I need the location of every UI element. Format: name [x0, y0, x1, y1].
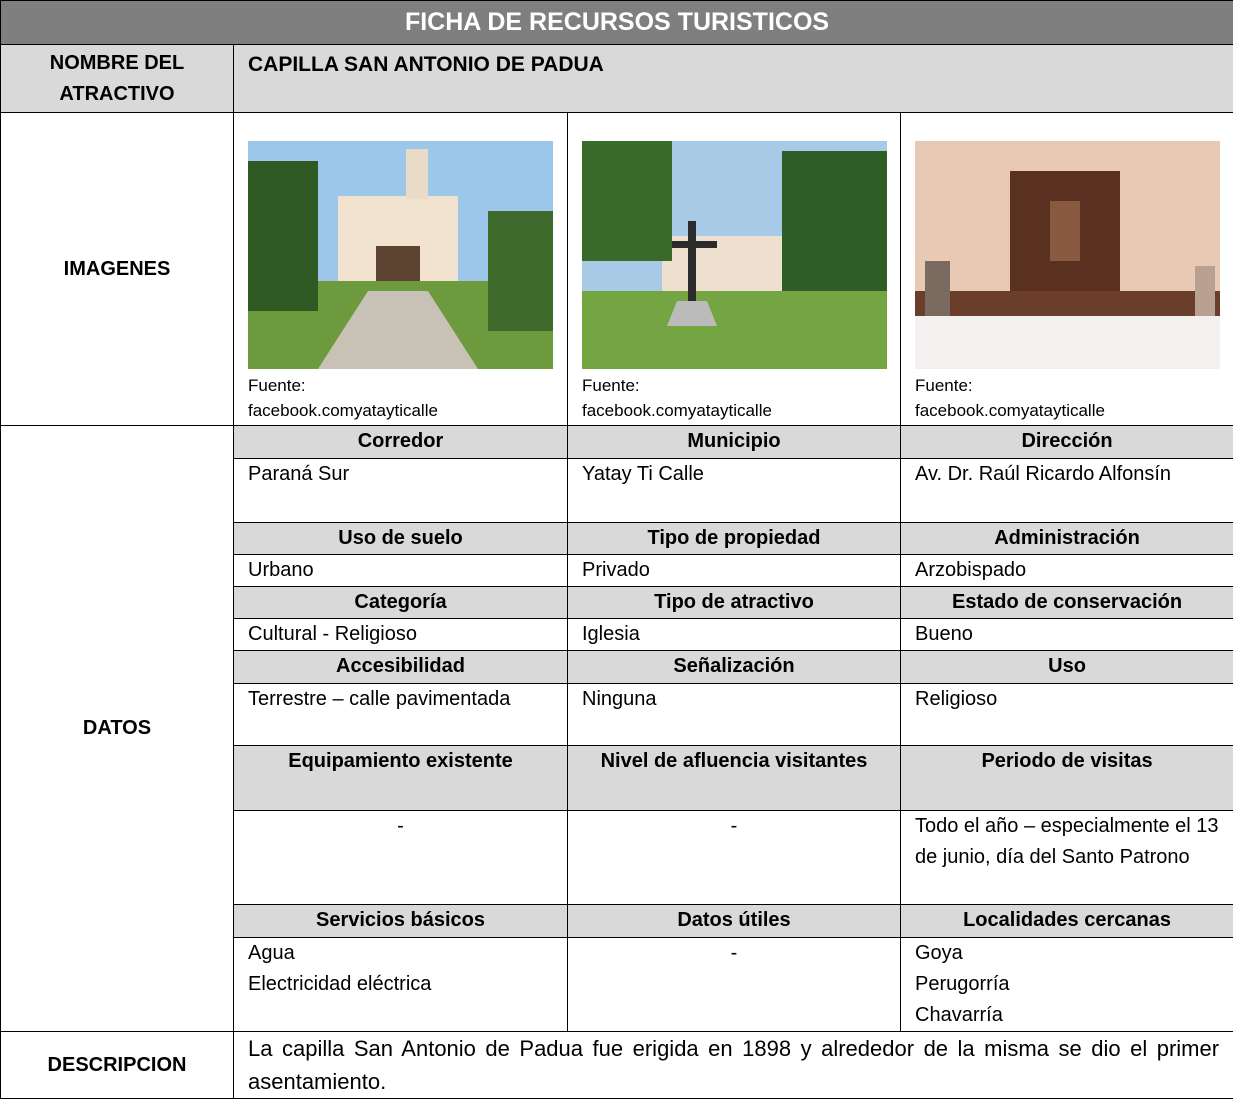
field-value: Yatay Ti Calle	[568, 459, 901, 523]
datos-label: DATOS	[1, 426, 234, 1032]
photo	[248, 141, 553, 369]
field-header: Corredor	[234, 426, 568, 459]
field-header: Accesibilidad	[234, 651, 568, 684]
field-header: Señalización	[568, 651, 901, 684]
field-value: -	[568, 938, 901, 1032]
field-header: Localidades cercanas	[901, 905, 1233, 938]
field-value: Urbano	[234, 555, 568, 587]
field-value: Todo el año – especialmente el 13 de jun…	[901, 811, 1233, 905]
field-value: Cultural - Religioso	[234, 619, 568, 651]
field-header: Periodo de visitas	[901, 746, 1233, 811]
field-header: Dirección	[901, 426, 1233, 459]
photo	[915, 141, 1220, 369]
source: facebook.comyatayticalle	[248, 398, 567, 423]
field-value: Arzobispado	[901, 555, 1233, 587]
field-header: Tipo de propiedad	[568, 523, 901, 555]
image-cell: Fuente:facebook.comyatayticalle	[901, 113, 1233, 426]
source: facebook.comyatayticalle	[582, 398, 900, 423]
field-header: Uso	[901, 651, 1233, 684]
field-value: Goya Perugorría Chavarría	[901, 938, 1233, 1032]
field-value: Iglesia	[568, 619, 901, 651]
source-label: Fuente:	[582, 373, 900, 398]
source-label: Fuente:	[248, 373, 567, 398]
description-label: DESCRIPCION	[1, 1032, 234, 1099]
field-header: Categoría	[234, 587, 568, 619]
images-label: IMAGENES	[1, 113, 234, 426]
field-value: Av. Dr. Raúl Ricardo Alfonsín	[901, 459, 1233, 523]
field-value: Privado	[568, 555, 901, 587]
field-value: Paraná Sur	[234, 459, 568, 523]
field-value: -	[234, 811, 568, 905]
description-text: La capilla San Antonio de Padua fue erig…	[234, 1032, 1233, 1099]
field-header: Uso de suelo	[234, 523, 568, 555]
field-value: Agua Electricidad eléctrica	[234, 938, 568, 1032]
field-header: Tipo de atractivo	[568, 587, 901, 619]
field-value: Religioso	[901, 684, 1233, 746]
photo	[582, 141, 887, 369]
source-label: Fuente:	[915, 373, 1233, 398]
source: facebook.comyatayticalle	[915, 398, 1233, 423]
image-cell: Fuente:facebook.comyatayticalle	[568, 113, 901, 426]
field-value: -	[568, 811, 901, 905]
field-header: Nivel de afluencia visitantes	[568, 746, 901, 811]
attraction-name: CAPILLA SAN ANTONIO DE PADUA	[234, 45, 1233, 113]
field-value: Terrestre – calle pavimentada	[234, 684, 568, 746]
name-label: NOMBRE DEL ATRACTIVO	[1, 45, 234, 113]
field-value: Ninguna	[568, 684, 901, 746]
image-cell: Fuente:facebook.comyatayticalle	[234, 113, 568, 426]
field-value: Bueno	[901, 619, 1233, 651]
field-header: Municipio	[568, 426, 901, 459]
field-header: Servicios básicos	[234, 905, 568, 938]
field-header: Administración	[901, 523, 1233, 555]
field-header: Equipamiento existente	[234, 746, 568, 811]
sheet-title: FICHA DE RECURSOS TURISTICOS	[1, 1, 1233, 45]
field-header: Datos útiles	[568, 905, 901, 938]
field-header: Estado de conservación	[901, 587, 1233, 619]
